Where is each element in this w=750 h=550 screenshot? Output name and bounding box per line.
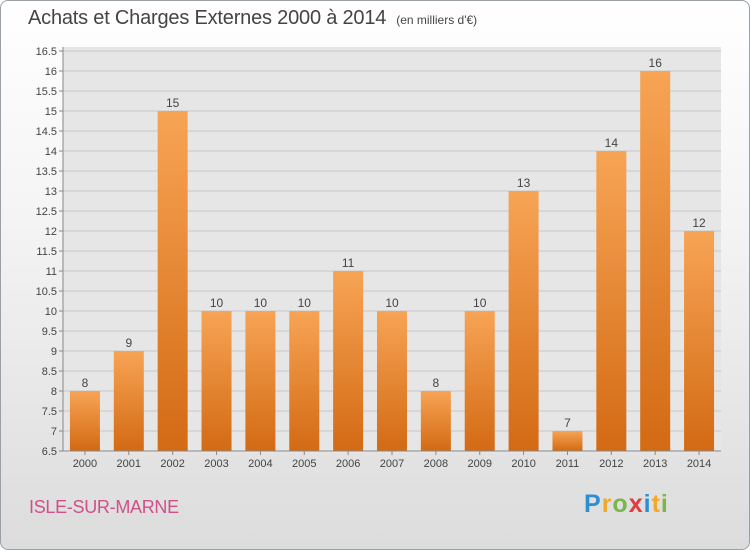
- bar: [157, 111, 188, 451]
- logo-letter: i: [660, 490, 669, 518]
- y-tick-label: 15: [45, 106, 57, 118]
- bar-value-label: 10: [385, 296, 399, 310]
- y-tick-label: 12.5: [36, 206, 57, 218]
- bar: [508, 191, 539, 451]
- bar-value-label: 8: [82, 376, 89, 390]
- bars: 8 9 15 10 10 10 11 10 8 10 13 7 14 16 12: [69, 56, 715, 451]
- y-tick-label: 6.5: [42, 446, 57, 458]
- y-tick-label: 14: [45, 146, 57, 158]
- bar-value-label: 8: [433, 376, 440, 390]
- y-tick-label: 10: [45, 306, 57, 318]
- bar-value-label: 10: [210, 296, 224, 310]
- y-tick-label: 12: [45, 226, 57, 238]
- bar: [69, 391, 100, 451]
- bar: [552, 431, 583, 451]
- bar: [420, 391, 451, 451]
- bar-value-label: 10: [254, 296, 268, 310]
- bar-value-label: 10: [473, 296, 487, 310]
- bar-value-label: 10: [298, 296, 312, 310]
- bar-value-label: 16: [649, 56, 663, 70]
- x-tick-label: 2004: [248, 458, 272, 470]
- y-tick-label: 15.5: [36, 86, 57, 98]
- x-tick-label: 2005: [292, 458, 316, 470]
- x-tick-label: 2012: [599, 458, 623, 470]
- bar-value-label: 14: [605, 136, 619, 150]
- bar-value-label: 13: [517, 176, 531, 190]
- x-axis: 2000 2001 2002 2003 2004 2005 2006 2007 2008 2009…: [63, 450, 721, 470]
- y-tick-label: 7.5: [42, 406, 57, 418]
- bar: [640, 71, 671, 451]
- y-tick-label: 13.5: [36, 166, 57, 178]
- y-tick-label: 13: [45, 186, 57, 198]
- x-tick-label: 2008: [424, 458, 448, 470]
- y-tick-label: 11.5: [36, 246, 57, 258]
- x-tick-label: 2002: [160, 458, 184, 470]
- bar: [684, 231, 715, 451]
- bar-value-label: 15: [166, 96, 180, 110]
- x-tick-label: 2010: [511, 458, 535, 470]
- y-tick-label: 9: [51, 346, 57, 358]
- logo-letter: P: [584, 490, 602, 518]
- y-axis: 6.5 7 7.5 8 8.5 9 9.5 10 10.5 11 11.5 12 12.5 13 13.5 1…: [36, 46, 64, 458]
- x-tick-label: 2001: [117, 458, 141, 470]
- x-tick-label: 2009: [467, 458, 491, 470]
- bar: [596, 151, 627, 451]
- x-tick-label: 2003: [204, 458, 228, 470]
- proxiti-logo: Proxiti: [584, 490, 669, 519]
- y-tick-label: 11: [46, 266, 57, 278]
- bar: [464, 311, 495, 451]
- bar: [113, 351, 144, 451]
- bar: [201, 311, 232, 451]
- y-tick-label: 16.5: [36, 46, 57, 58]
- bar: [245, 311, 276, 451]
- bar: [333, 271, 364, 451]
- x-tick-label: 2011: [556, 458, 580, 470]
- bar-value-label: 7: [564, 416, 571, 430]
- logo-letter: x: [628, 490, 644, 518]
- bar: [377, 311, 407, 451]
- y-tick-label: 8.5: [42, 366, 57, 378]
- x-tick-label: 2007: [380, 458, 404, 470]
- chart-title: Achats et Charges Externes 2000 à 2014 (e…: [28, 7, 477, 30]
- x-tick-label: 2014: [687, 458, 711, 470]
- y-tick-label: 7: [51, 426, 57, 438]
- commune-name: ISLE-SUR-MARNE: [29, 497, 179, 517]
- title-unit: (en milliers d'€): [396, 13, 478, 27]
- y-tick-label: 16: [45, 66, 57, 78]
- bar-value-label: 9: [125, 336, 132, 350]
- bar: [289, 311, 320, 451]
- logo-letter: o: [612, 490, 629, 518]
- y-tick-label: 9.5: [42, 326, 57, 338]
- x-tick-label: 2006: [336, 458, 360, 470]
- y-tick-label: 10.5: [36, 286, 57, 298]
- logo-letter: i: [643, 490, 652, 518]
- bar-value-label: 12: [692, 216, 706, 230]
- title-main: Achats et Charges Externes 2000 à 2014: [28, 7, 387, 29]
- y-tick-label: 14.5: [36, 126, 57, 138]
- y-tick-label: 8: [51, 386, 57, 398]
- x-tick-label: 2000: [73, 458, 97, 470]
- x-tick-label: 2013: [643, 458, 667, 470]
- logo-letter: r: [601, 490, 613, 518]
- logo-letter: t: [651, 490, 661, 518]
- bar-value-label: 11: [342, 256, 355, 270]
